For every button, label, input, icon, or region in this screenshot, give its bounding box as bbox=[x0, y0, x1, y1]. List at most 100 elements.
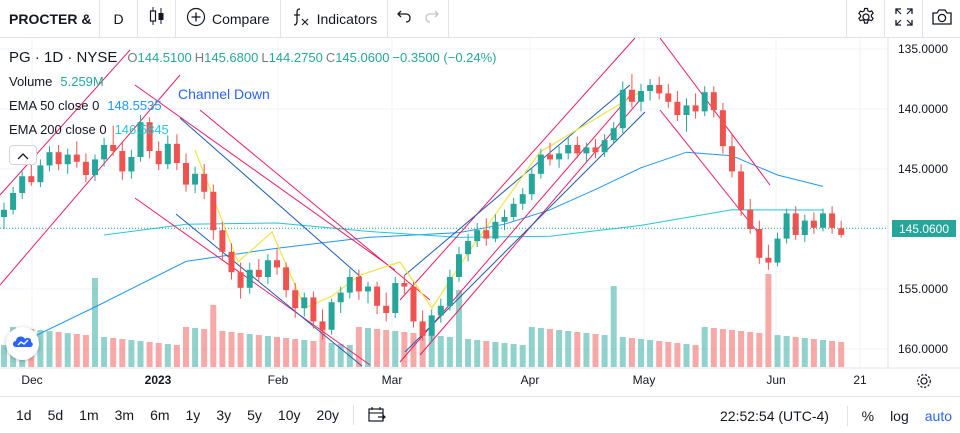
legend-ema50-row[interactable]: EMA 50 close 0 148.5535 bbox=[9, 93, 500, 117]
candle-body bbox=[719, 110, 726, 147]
range-1y[interactable]: 1y bbox=[185, 407, 201, 423]
candle-body bbox=[355, 277, 362, 292]
indicators-button[interactable]: Indicators bbox=[281, 0, 389, 38]
volume-bar bbox=[37, 330, 44, 367]
fullscreen-button[interactable] bbox=[884, 0, 922, 38]
tradingview-logo[interactable] bbox=[6, 327, 39, 360]
range-10y[interactable]: 10y bbox=[277, 407, 301, 423]
legend-volume-row[interactable]: Volume 5.259M bbox=[9, 69, 500, 93]
settings-button[interactable] bbox=[846, 0, 884, 38]
ohlc-low: 144.2750 bbox=[268, 49, 323, 65]
volume-bar bbox=[592, 334, 599, 367]
ema50-label: EMA 50 close 0 bbox=[9, 97, 100, 113]
volume-bar bbox=[765, 274, 772, 367]
volume-bar bbox=[401, 332, 408, 367]
range-20y[interactable]: 20y bbox=[316, 407, 340, 423]
volume-bar bbox=[101, 337, 108, 367]
legend-ema200-row[interactable]: EMA 200 close 0 146.5845 bbox=[9, 117, 500, 141]
volume-bar bbox=[619, 337, 626, 367]
channel-line bbox=[659, 38, 771, 186]
legend-collapse-button[interactable] bbox=[9, 145, 37, 165]
candle-body bbox=[510, 203, 517, 217]
channel-down-label[interactable]: Channel Down bbox=[178, 86, 270, 102]
volume-bar bbox=[82, 335, 89, 367]
candle-body bbox=[119, 151, 126, 172]
volume-bar bbox=[328, 343, 335, 367]
candle-body bbox=[765, 257, 772, 263]
candle-body bbox=[19, 176, 26, 193]
ohlc-open: 144.5100 bbox=[137, 49, 192, 65]
volume-bar bbox=[810, 339, 817, 367]
timezone-clock[interactable]: 22:52:54 (UTC-4) bbox=[720, 407, 829, 424]
candle-body bbox=[73, 154, 80, 162]
candle-body bbox=[528, 173, 535, 195]
range-3y[interactable]: 3y bbox=[216, 407, 232, 423]
candle-body bbox=[283, 267, 290, 291]
range-6m[interactable]: 6m bbox=[150, 407, 170, 423]
redo-icon[interactable] bbox=[424, 8, 440, 29]
log-scale-toggle[interactable]: log bbox=[890, 407, 909, 424]
volume-bar bbox=[638, 339, 644, 367]
candle-body bbox=[92, 159, 98, 175]
compare-button[interactable]: Compare bbox=[176, 0, 281, 38]
volume-bar bbox=[128, 340, 135, 367]
axis-settings-icon[interactable] bbox=[917, 374, 931, 388]
ohlc-high: 145.6800 bbox=[204, 49, 259, 65]
candle-body bbox=[383, 305, 390, 313]
candle-body bbox=[219, 230, 226, 252]
volume-bar bbox=[446, 337, 453, 367]
volume-bar bbox=[656, 341, 663, 367]
volume-bar bbox=[492, 342, 499, 367]
volume-bar bbox=[337, 344, 344, 367]
volume-bar bbox=[92, 278, 98, 367]
ohlc-open-key: O bbox=[127, 49, 138, 65]
goto-date-button[interactable] bbox=[360, 397, 394, 433]
auto-scale-toggle[interactable]: auto bbox=[924, 407, 952, 424]
ohlc-change: −0.3500 (−0.24%) bbox=[392, 49, 497, 65]
undo-icon[interactable] bbox=[396, 8, 412, 29]
volume-bar bbox=[628, 338, 635, 367]
candle-body bbox=[519, 194, 526, 204]
volume-bar bbox=[820, 340, 826, 367]
candlesticks bbox=[1, 74, 845, 342]
candle-body bbox=[255, 269, 262, 277]
candle-body bbox=[173, 143, 180, 163]
volume-bar bbox=[528, 327, 535, 367]
candle-body bbox=[392, 283, 399, 313]
snapshot-button[interactable] bbox=[922, 0, 960, 38]
range-5y[interactable]: 5y bbox=[247, 407, 262, 423]
volume-bar bbox=[783, 336, 790, 367]
range-3m[interactable]: 3m bbox=[114, 407, 135, 423]
interval-selector[interactable]: D bbox=[100, 0, 138, 38]
camera-icon bbox=[931, 8, 953, 31]
percent-scale-toggle[interactable]: % bbox=[861, 407, 875, 424]
volume-bar bbox=[292, 339, 299, 367]
candle-body bbox=[319, 321, 326, 330]
range-1d[interactable]: 1d bbox=[16, 407, 32, 423]
candle-body bbox=[656, 85, 663, 94]
legend-title[interactable]: PG · 1D · NYSE bbox=[9, 48, 118, 66]
candle-body bbox=[537, 154, 544, 174]
candle-body bbox=[128, 157, 135, 172]
candle-body bbox=[410, 286, 417, 322]
goto-date-icon bbox=[368, 406, 386, 425]
volume-bar bbox=[483, 341, 490, 367]
volume-bar bbox=[565, 331, 572, 367]
candle-body bbox=[164, 143, 171, 165]
chart-type-button[interactable] bbox=[138, 0, 176, 38]
symbol-search[interactable]: PROCTER & bbox=[0, 0, 100, 38]
candle-body bbox=[374, 286, 381, 306]
range-5d[interactable]: 5d bbox=[47, 407, 64, 423]
range-1m[interactable]: 1m bbox=[79, 407, 99, 423]
ema200-value: 146.5845 bbox=[114, 121, 169, 137]
volume-bar bbox=[410, 333, 417, 367]
candle-body bbox=[228, 251, 235, 273]
volume-bar bbox=[456, 290, 462, 367]
candle-body bbox=[829, 213, 836, 228]
candle-body bbox=[619, 89, 626, 129]
fx-icon bbox=[291, 7, 311, 30]
candle-body bbox=[628, 89, 635, 102]
volume-bar bbox=[838, 342, 845, 367]
channel-line bbox=[0, 74, 181, 286]
volume-bar bbox=[774, 335, 781, 367]
